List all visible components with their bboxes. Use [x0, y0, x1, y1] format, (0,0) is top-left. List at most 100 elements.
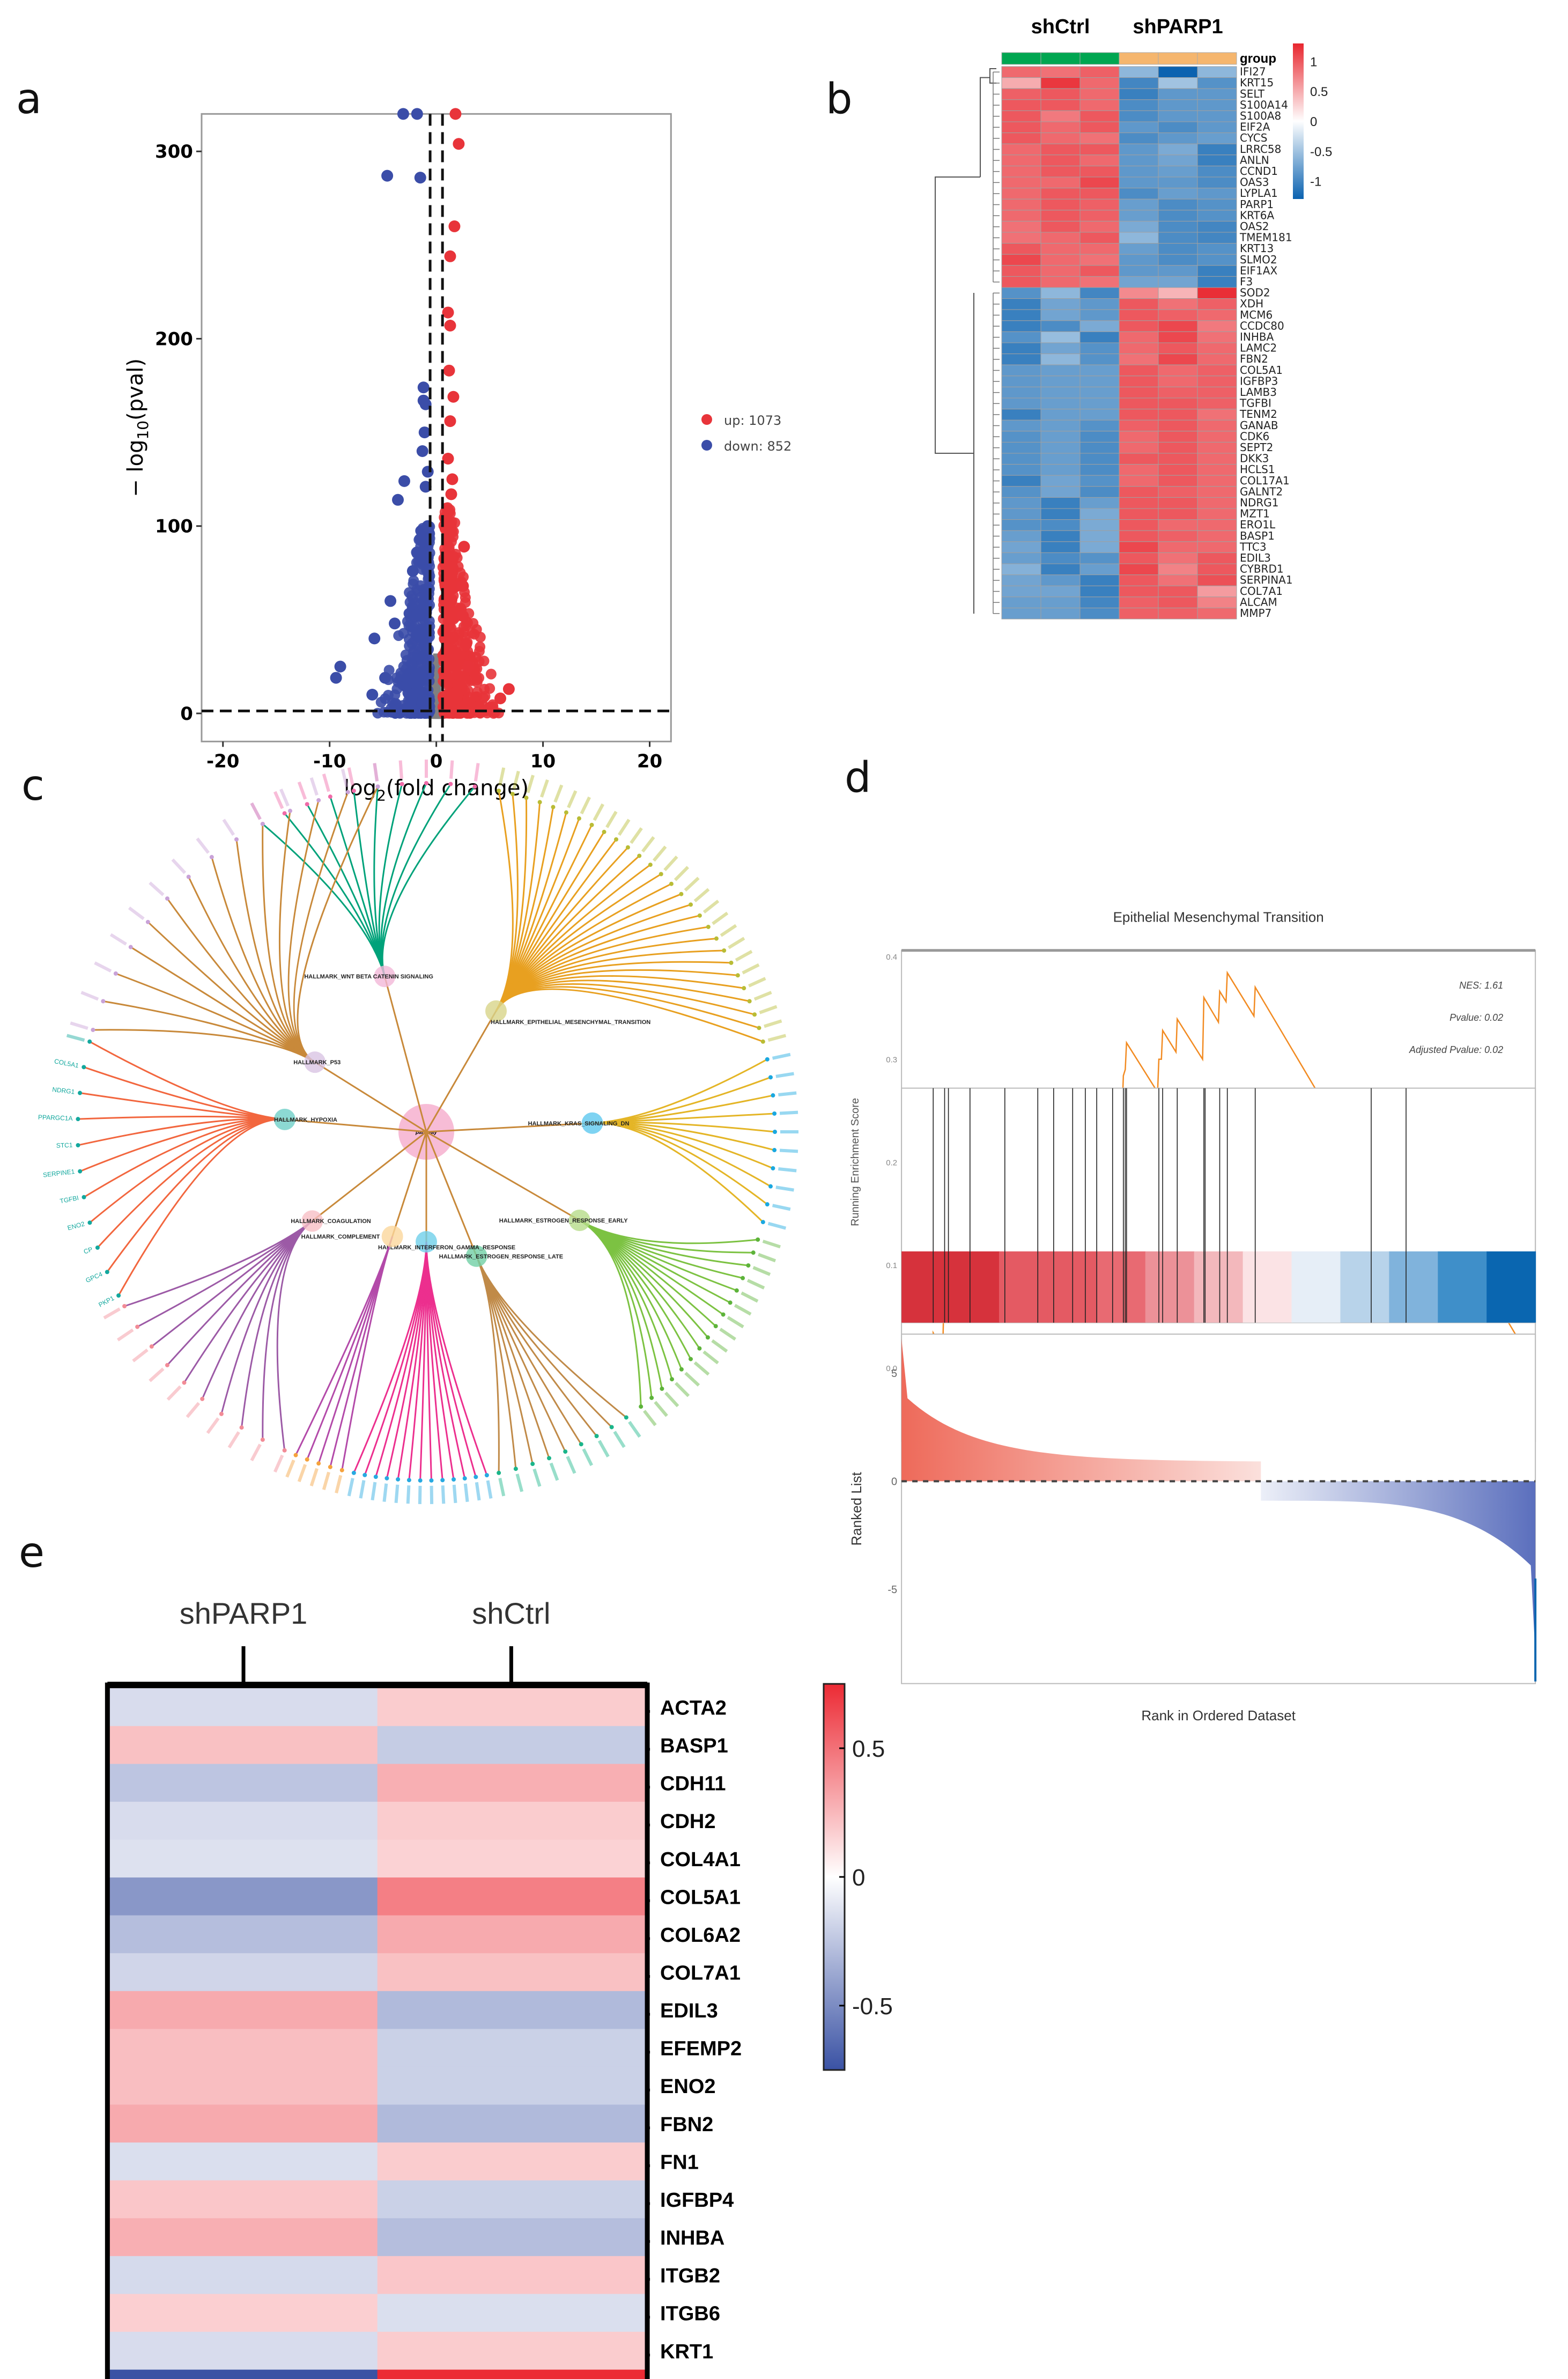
heatmap-cell [1079, 519, 1120, 531]
leaf-label-blurred [250, 802, 262, 820]
colorbar-tick-label: -0.5 [852, 1993, 893, 2020]
leaf-node [351, 1470, 356, 1475]
leaf-node [751, 1250, 756, 1255]
leaf-edge [89, 1041, 285, 1121]
hub-edge [426, 1122, 593, 1133]
heatmap-cell [1079, 607, 1120, 620]
point-down [417, 623, 428, 635]
hub-label: HALLMARK_ESTROGEN_RESPONSE_EARLY [499, 1218, 628, 1224]
leaf-label-blurred [654, 1401, 668, 1417]
heatmap-cell [1158, 441, 1198, 454]
heatmap-cell [1197, 563, 1237, 576]
heatmap-cell [1119, 441, 1159, 454]
heatmap-cell [1158, 585, 1198, 598]
hub-node [581, 1112, 603, 1134]
heatmap-cell [1079, 364, 1120, 377]
heatmap-cell [1001, 298, 1041, 310]
heatmap-cell [1197, 353, 1237, 365]
point-up [453, 627, 464, 638]
heatmap-cell [109, 2104, 378, 2143]
leaf-node [609, 1425, 614, 1430]
heatmap-cell [1197, 375, 1237, 387]
leaf-label-blurred [582, 1448, 593, 1467]
heatmap-cell [109, 2029, 378, 2067]
heatmap-cell [1079, 353, 1120, 365]
leaf-label-blurred [674, 1382, 690, 1397]
row-label: COL5A1 [1240, 364, 1283, 377]
leaf-edge [106, 1118, 285, 1273]
heatmap-cell [377, 1726, 646, 1764]
heatmap-cell [1079, 320, 1120, 332]
leaf-label-blurred [196, 837, 210, 854]
leaf-label-blurred [753, 991, 772, 1001]
leaf-edge [293, 792, 349, 1063]
heatmap-cell [1040, 188, 1081, 200]
leaf-node [116, 1293, 121, 1298]
point-down [334, 660, 346, 673]
leaf-label: CP [83, 1246, 93, 1256]
leaf-label-blurred [759, 1005, 778, 1014]
row-label: TGFBI [1239, 397, 1271, 410]
leaf-node [530, 1462, 535, 1467]
leaf-node [660, 1386, 664, 1391]
row-label: OAS2 [1240, 220, 1269, 233]
heatmap-cell [1158, 66, 1198, 78]
leaf-node [91, 1027, 95, 1032]
leaf-node [697, 913, 702, 918]
leaf-label-blurred [767, 1221, 787, 1230]
heatmap-cell [1001, 575, 1041, 586]
group-annotation-cell [1040, 52, 1081, 65]
y-axis-label: − log10(pval) [123, 358, 152, 497]
heatmap-cell [109, 1953, 378, 1992]
heatmap-cell [377, 2294, 646, 2332]
leaf-label-blurred [94, 961, 112, 973]
heatmap-cell [1040, 165, 1081, 178]
heatmap-cell [1001, 497, 1041, 509]
leaf-node [474, 1475, 478, 1479]
heatmap-cell [1040, 176, 1081, 189]
row-label: S100A14 [1240, 98, 1288, 111]
point-up [453, 561, 464, 572]
leaf-label-blurred [371, 1482, 377, 1501]
leaf-label-blurred [498, 767, 506, 786]
row-label: COL7A1 [660, 1962, 741, 1985]
leaf-node [101, 999, 106, 1004]
heatmap-cell [1040, 254, 1081, 266]
leaf-label-blurred [512, 770, 520, 790]
colorbar-tick-label: 0 [852, 1865, 865, 1891]
leaf-node [669, 881, 674, 886]
heatmap-cell [1040, 419, 1081, 432]
heatmap-cell [377, 1915, 646, 1954]
leaf-node [165, 1362, 169, 1367]
heatmap-cell [1119, 154, 1159, 166]
heatmap-cell [1119, 497, 1159, 509]
heatmap-cell [1119, 386, 1159, 399]
leaf-node [165, 896, 169, 901]
panel-label-b: b [826, 75, 853, 123]
leaf-label: PPARGC1A [38, 1114, 73, 1122]
heatmap-cell [1119, 431, 1159, 443]
leaf-node [728, 1300, 733, 1305]
heatmap-cell [1158, 265, 1198, 277]
heatmap-cell [377, 2218, 646, 2257]
heatmap-cell [1119, 541, 1159, 553]
point-up [458, 541, 470, 553]
row-label: ITGB2 [660, 2265, 720, 2287]
point-up [444, 250, 456, 262]
heatmap-cell [1197, 541, 1237, 553]
rank-gradient-band [1242, 1251, 1292, 1323]
point-down [366, 689, 379, 701]
heatmap-cell [1197, 298, 1237, 310]
leaf-node [260, 1437, 265, 1442]
heatmap-cell [1001, 508, 1041, 520]
leaf-node [440, 1478, 445, 1483]
heatmap-cell [1001, 541, 1041, 553]
annotation-label: group [1240, 51, 1276, 66]
leaf-label-blurred [778, 1167, 797, 1173]
leaf-label-blurred [652, 845, 667, 862]
heatmap-e: ACTA2 BASP1 CDH11 CDH2 COL4A1 COL5A1 COL6A2 COL… [105, 1596, 893, 2379]
point-up [467, 627, 478, 638]
leaf-edge [306, 804, 386, 977]
heatmap-cell [1079, 375, 1120, 387]
leaf-label-blurred [628, 1420, 641, 1438]
